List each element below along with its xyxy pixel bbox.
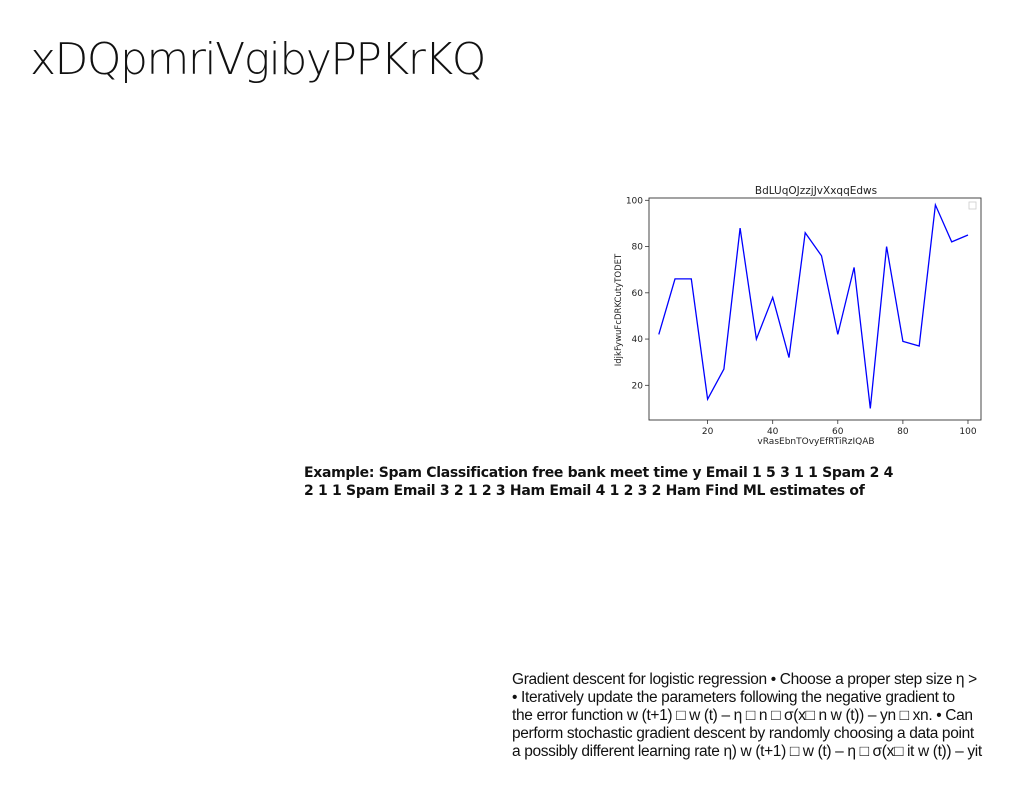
slide-title: xDQpmriVgibyPPKrKQ	[30, 34, 486, 85]
legend-box	[968, 201, 977, 210]
spam-classification-example: Example: Spam Classification free bank m…	[304, 465, 894, 499]
gradient-text-line: a possibly different learning rate η) w …	[512, 743, 982, 760]
x-tick-label: 100	[959, 427, 976, 437]
gradient-descent-text: Gradient descent for logistic regression…	[512, 671, 1024, 761]
gradient-text-line: perform stochastic gradient descent by r…	[512, 725, 974, 742]
x-tick-label: 20	[702, 427, 714, 437]
x-tick-label: 80	[897, 427, 909, 437]
y-tick-label: 40	[632, 335, 644, 345]
line-chart: BdLUqOJzzjJvXxqqEdws vRasEbnTOvyEfRTiRzI…	[604, 180, 1004, 450]
y-tick-label: 100	[626, 196, 643, 206]
y-tick-label: 20	[632, 381, 644, 391]
x-axis-label: vRasEbnTOvyEfRTiRzIQAB	[757, 437, 874, 447]
gradient-text-line: Gradient descent for logistic regression…	[512, 671, 977, 688]
gradient-text-line: • Iteratively update the parameters foll…	[512, 689, 955, 706]
gradient-text-line: the error function w (t+1) □ w (t) – η □…	[512, 707, 973, 724]
chart-title: BdLUqOJzzjJvXxqqEdws	[755, 185, 877, 197]
plot-frame	[648, 197, 982, 421]
chart-canvas: BdLUqOJzzjJvXxqqEdws vRasEbnTOvyEfRTiRzI…	[614, 185, 982, 447]
series-line	[658, 202, 969, 409]
x-tick-label: 60	[832, 427, 844, 437]
x-tick-label: 40	[767, 427, 779, 437]
y-tick-label: 80	[632, 243, 644, 253]
y-tick-label: 60	[632, 289, 644, 299]
y-axis-label: IdjkFywuFcDRKCutyTODET	[614, 253, 624, 366]
